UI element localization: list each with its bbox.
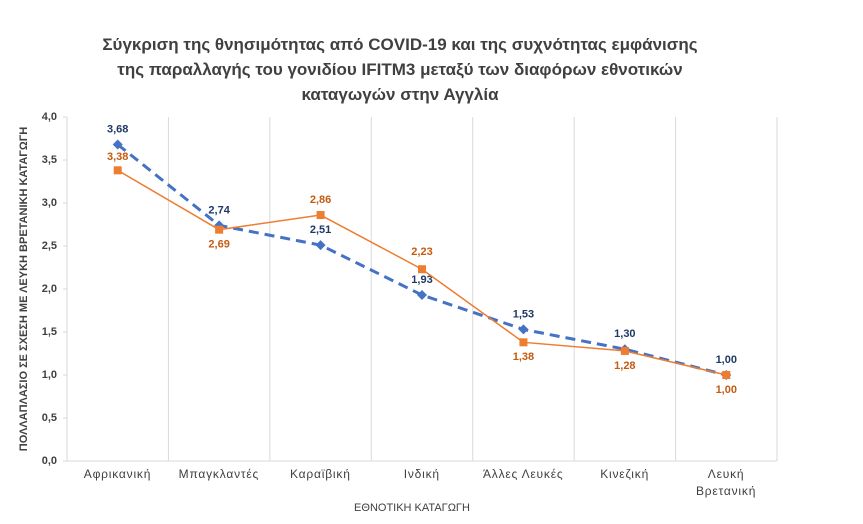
point [519, 338, 528, 347]
y-tick-label: 1,5 [42, 326, 57, 338]
data-label: 1,93 [411, 274, 432, 286]
y-tick-label: 3,5 [42, 154, 57, 166]
y-tick-label: 0,5 [42, 412, 57, 424]
data-label: 2,86 [310, 194, 331, 206]
point [722, 371, 731, 379]
point [112, 139, 123, 150]
point [215, 225, 224, 234]
data-label: 1,30 [614, 328, 635, 340]
x-tick-label: Μπαγκλαντές [178, 467, 260, 481]
data-label: 1,53 [513, 308, 534, 320]
x-axis-label: ΕΘΝΟΤΙΚΗ ΚΑΤΑΓΩΓΗ [354, 502, 470, 514]
y-axis-label: ΠΟΛΛΑΠΛΑΣΙΟ ΣΕ ΣΧΕΣΗ ΜΕ ΛΕΥΚΗ ΒΡΕΤΑΝΙΚΗ … [18, 127, 30, 452]
data-label: 1,00 [716, 384, 737, 396]
x-tick-label: Κινεζική [600, 467, 650, 481]
point [418, 265, 426, 274]
data-label: 1,28 [614, 360, 635, 372]
x-tick-label: Αφρικανική [83, 467, 152, 481]
point [316, 211, 325, 220]
data-label: 3,68 [107, 123, 128, 135]
y-tick-label: 3,0 [42, 197, 57, 209]
chart-title: Σύγκριση της θνησιμότητας από COVID-19 κ… [102, 35, 698, 104]
x-tick-label: Λευκή Βρετανική [695, 467, 757, 498]
data-label: 2,23 [411, 246, 432, 258]
y-tick-label: 2,0 [42, 283, 57, 295]
data-label: 2,51 [310, 224, 331, 236]
data-label: 2,69 [208, 239, 229, 251]
x-tick-label: Καραϊβική [290, 467, 351, 481]
x-tick-label: Ινδική [403, 467, 440, 481]
y-tick-label: 4,0 [42, 111, 57, 123]
point [518, 324, 529, 335]
y-tick-label: 0,0 [42, 455, 57, 467]
y-tick-label: 2,5 [42, 240, 57, 252]
data-label: 1,00 [716, 354, 737, 366]
series-line [116, 143, 727, 377]
y-tick-label: 1,0 [42, 369, 57, 381]
data-label: 3,38 [107, 151, 128, 163]
point [417, 290, 427, 301]
data-label: 1,38 [513, 351, 534, 363]
data-label: 2,74 [208, 204, 230, 216]
point [113, 166, 122, 175]
x-tick-label: Άλλες Λευκές [482, 467, 564, 481]
point [315, 240, 326, 251]
point [620, 346, 629, 355]
